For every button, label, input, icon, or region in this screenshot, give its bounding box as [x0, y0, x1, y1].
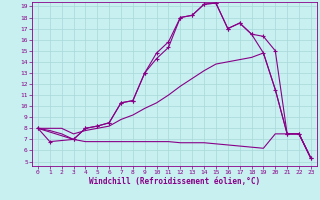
X-axis label: Windchill (Refroidissement éolien,°C): Windchill (Refroidissement éolien,°C)	[89, 177, 260, 186]
